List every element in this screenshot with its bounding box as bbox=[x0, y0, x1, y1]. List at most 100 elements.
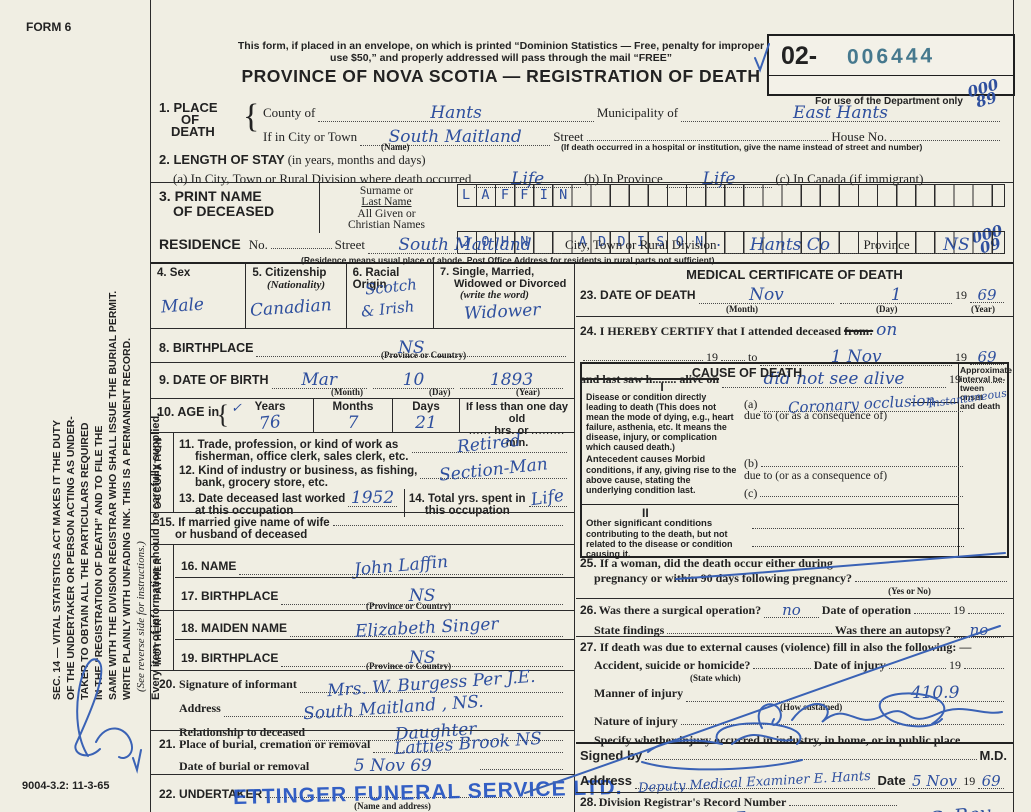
f11-label2: fisherman, office clerk, sales clerk, et… bbox=[195, 451, 409, 463]
f9-month-sub: (Month) bbox=[331, 387, 363, 397]
cause-due1: due to (or as a consequence of) bbox=[744, 410, 888, 422]
f1-city-row: If in City or Town South Maitland Street… bbox=[263, 128, 1003, 146]
f1-street-line bbox=[586, 140, 829, 141]
f18-value: Elizabeth Singer bbox=[354, 614, 499, 642]
f24-line2b bbox=[721, 360, 745, 361]
f20-rel-line: Daughter bbox=[308, 719, 563, 745]
f1-street-sub: (If death occurred in a hospital or inst… bbox=[561, 142, 923, 152]
signed-by-line bbox=[645, 759, 977, 760]
row-25: 25. If a woman, did the death occur eith… bbox=[576, 556, 1013, 596]
f1-no: 1. bbox=[159, 100, 170, 115]
interval-h1: Approximate bbox=[960, 365, 1012, 375]
f1-municipality-line: East Hants bbox=[681, 103, 1001, 123]
columns-area: 4. Sex Male 5. Citizenship (Nationality)… bbox=[151, 262, 1013, 812]
f3-surname-value: LAFFIN bbox=[462, 187, 579, 203]
f17-row: 17. BIRTHPLACE NS bbox=[181, 587, 566, 605]
f24-on-hw: on bbox=[876, 320, 898, 340]
f11-value: Retired bbox=[456, 430, 523, 458]
f20-label: Signature of informant bbox=[179, 677, 297, 691]
f9-day: 10 bbox=[402, 370, 425, 390]
cause-b-row: (b) bbox=[744, 456, 966, 471]
f7-no: 7. bbox=[440, 266, 450, 278]
f2-label-sub: (in years, months and days) bbox=[287, 153, 426, 167]
f13-label1: Date deceased last worked bbox=[198, 493, 346, 505]
f22-label: UNDERTAKER bbox=[179, 787, 263, 801]
f11-line: Retired bbox=[411, 431, 567, 457]
f1-label: 1. PLACE OF DEATH bbox=[159, 100, 218, 138]
sidebar-line: TAKER TO OBTAIN ALL THE PARTICULARS REQU… bbox=[79, 422, 91, 700]
mail-note-line1: This form, if placed in an envelope, on … bbox=[237, 40, 765, 52]
cause-b-label: (b) bbox=[744, 456, 758, 470]
residence-city-line: Hants Co bbox=[719, 235, 861, 255]
f26-date-line bbox=[914, 613, 951, 614]
f3-label1: PRINT NAME bbox=[174, 188, 262, 204]
print-code: 9004-3.2: 11-3-65 bbox=[22, 780, 110, 792]
signed-md-label: M.D. bbox=[979, 748, 1007, 763]
residence-no-line bbox=[270, 248, 332, 249]
f16-no: 16. bbox=[181, 559, 198, 573]
cause-other-line2 bbox=[752, 546, 964, 547]
signed-section: Signed by M.D. Address Deputy Medical Ex… bbox=[576, 742, 1013, 796]
f15-no: 15. bbox=[159, 517, 175, 529]
f19-value: NS bbox=[408, 648, 436, 668]
f22-line bbox=[265, 797, 563, 798]
f10-label-cell: 10. AGE in { bbox=[151, 399, 229, 433]
f16-line: John Laffin bbox=[239, 552, 563, 580]
f26-year-pre: 19 bbox=[953, 603, 966, 617]
f8-no: 8. bbox=[159, 341, 170, 355]
f1-municipality-value: East Hants bbox=[793, 103, 889, 123]
cause-p3-wrap: Other significant conditions contributin… bbox=[586, 518, 744, 560]
f10-years-cell: ✓ Years 76 bbox=[227, 399, 314, 434]
f23-month: Nov bbox=[749, 285, 784, 305]
f19-sub: (Province or Country) bbox=[366, 661, 452, 671]
row-15: 15. If married give name of wife or husb… bbox=[151, 512, 574, 544]
stamp-box-divider bbox=[769, 75, 1013, 76]
f5-value: Canadian bbox=[249, 295, 333, 321]
f19-row: 19. BIRTHPLACE NS bbox=[181, 649, 566, 667]
f17-sub: (Province or Country) bbox=[366, 601, 452, 611]
f3-given-label: All Given or Christian Names bbox=[324, 208, 449, 231]
form-number: FORM 6 bbox=[26, 20, 72, 34]
signed-date-value: 5 Nov bbox=[912, 772, 957, 790]
cause-of-death-box: Approximate interval be- tween onset and… bbox=[580, 362, 1012, 560]
f18-no: 18. bbox=[181, 621, 198, 635]
f9-no: 9. bbox=[159, 373, 170, 387]
f1-county-row: County of Hants Municipality of East Han… bbox=[263, 104, 1003, 122]
f6-no: 6. bbox=[352, 267, 363, 279]
row-10: 10. AGE in { ✓ Years 76 Months 7 Days 21 bbox=[151, 398, 574, 449]
f27-nature-line bbox=[680, 724, 1004, 725]
row-9: 9. DATE OF BIRTH Mar 10 1893 (Month) (Da… bbox=[151, 362, 574, 399]
f5-label: Citizenship bbox=[265, 267, 327, 279]
f20-line: Mrs. W. Burgess Per J.E. bbox=[299, 667, 563, 701]
f23-month-line: Nov bbox=[698, 285, 835, 305]
f1-county-label: County of bbox=[263, 105, 316, 120]
f9-label: DATE OF BIRTH bbox=[172, 373, 269, 387]
f4-no: 4. bbox=[157, 267, 167, 279]
cause-sec2: II bbox=[642, 506, 649, 520]
occupation-vdivider bbox=[173, 433, 174, 513]
residence-city-label: City, Town or Rural Division bbox=[565, 237, 717, 252]
row-22: 22. UNDERTAKER (Name and address) ETTING… bbox=[151, 774, 623, 812]
f27-inj-label: Date of injury bbox=[813, 658, 886, 672]
f21-date-line2 bbox=[479, 769, 563, 770]
f10-check-icon: ✓ bbox=[231, 401, 242, 416]
row-21: 21. Place of burial, cremation or remova… bbox=[151, 729, 574, 775]
f3-given-label1: All Given or bbox=[357, 208, 416, 220]
cause-title: CAUSE OF DEATH bbox=[691, 366, 803, 380]
column-divider bbox=[574, 264, 575, 812]
f28-line bbox=[789, 805, 897, 806]
f12-no: 12. bbox=[179, 465, 195, 477]
f1-label-of: OF bbox=[181, 112, 200, 127]
f1-house-label: House No. bbox=[831, 129, 887, 144]
residence-city-value: Hants Co bbox=[749, 235, 831, 255]
serial-prefix: 02- bbox=[781, 42, 818, 70]
mother-vlabel: MOTHER bbox=[153, 617, 164, 665]
f10-hrs-label: hrs. or bbox=[494, 425, 529, 437]
f22-sub: (Name and address) bbox=[354, 801, 431, 811]
f21-date-label: Date of burial or removal bbox=[179, 759, 310, 773]
f3-surname-label: Surname or Last Name bbox=[329, 185, 444, 208]
father-vlabel: FATHER bbox=[153, 556, 164, 600]
f4-cell: 4. Sex Male bbox=[151, 264, 247, 328]
f25-line2: pregnancy or within 90 days following pr… bbox=[594, 571, 853, 585]
